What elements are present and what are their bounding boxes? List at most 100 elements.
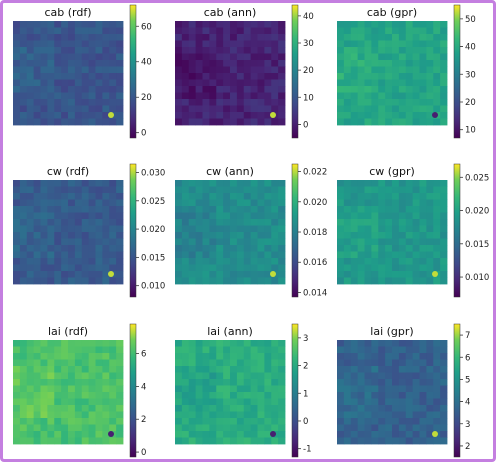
- heatmap-cell: [223, 219, 231, 226]
- heatmap-cell: [412, 40, 420, 48]
- heatmap-cell: [181, 379, 190, 386]
- heatmap-cell: [102, 251, 110, 259]
- heatmap-cell: [209, 225, 217, 233]
- heatmap-cell: [54, 385, 62, 393]
- heatmap-cell: [419, 219, 427, 226]
- heatmap-cell: [378, 27, 386, 35]
- heatmap-cell: [68, 225, 76, 233]
- heatmap-cell: [88, 372, 96, 380]
- heatmap-cell: [61, 34, 69, 41]
- heatmap-cell: [385, 366, 393, 373]
- heatmap-cell: [175, 437, 183, 445]
- heatmap-cell: [371, 424, 379, 432]
- heatmap-cell: [236, 353, 245, 360]
- heatmap-cell: [236, 99, 245, 106]
- heatmap-cell: [405, 431, 414, 438]
- heatmap-cell: [337, 47, 345, 54]
- heatmap-cell: [40, 264, 48, 272]
- heatmap-cell: [371, 437, 379, 445]
- heatmap-cell: [440, 277, 448, 285]
- heatmap-cell: [188, 92, 197, 100]
- heatmap-cell: [74, 199, 83, 207]
- heatmap-cell: [412, 340, 420, 347]
- heatmap-cell: [243, 193, 252, 200]
- colorbar-tick-label: 7: [465, 331, 470, 341]
- heatmap-cell: [223, 199, 231, 207]
- heatmap-cell: [102, 118, 110, 126]
- heatmap-cell: [243, 112, 252, 119]
- heatmap-cell: [357, 232, 365, 239]
- heatmap-cell: [68, 112, 76, 119]
- heatmap-cell: [257, 431, 265, 438]
- heatmap-cell: [33, 105, 41, 113]
- heatmap-cell: [392, 245, 400, 252]
- heatmap-cell: [109, 405, 117, 412]
- heatmap-cell: [47, 180, 55, 187]
- heatmap-cell: [343, 73, 352, 80]
- heatmap-cell: [419, 40, 427, 48]
- heatmap-cell: [68, 264, 76, 272]
- colorbar-tick-label: 60: [141, 22, 152, 32]
- heatmap-cell: [350, 180, 359, 187]
- heatmap-cell: [357, 79, 365, 87]
- heatmap-cell: [257, 86, 265, 93]
- heatmap-hotspot: [270, 112, 276, 118]
- colorbar-tick-label: 0.015: [465, 240, 489, 250]
- heatmap-cell: [13, 366, 21, 373]
- heatmap-cell: [426, 225, 434, 233]
- heatmap-cell: [116, 411, 124, 419]
- heatmap-cell: [188, 398, 197, 406]
- heatmap-cell: [343, 232, 352, 239]
- heatmap-cell: [250, 193, 258, 200]
- heatmap-cell: [419, 359, 427, 367]
- heatmap-cell: [343, 79, 352, 87]
- heatmap-cell: [68, 424, 76, 432]
- heatmap-cell: [371, 99, 379, 106]
- heatmap-cell: [74, 105, 83, 113]
- heatmap-cell: [230, 112, 238, 119]
- heatmap-cell: [81, 47, 90, 54]
- heatmap-cell: [61, 264, 69, 272]
- heatmap-cell: [243, 60, 252, 67]
- heatmap-cell: [88, 86, 96, 93]
- heatmap-cell: [250, 385, 258, 393]
- heatmap-cell: [378, 47, 386, 54]
- heatmap-cell: [405, 40, 414, 48]
- heatmap-cell: [26, 40, 35, 48]
- heatmap-cell: [181, 53, 190, 61]
- heatmap-cell: [433, 385, 441, 393]
- heatmap-cell: [271, 232, 279, 239]
- heatmap-hotspot: [432, 431, 438, 437]
- heatmap-cell: [216, 418, 224, 425]
- heatmap-cell: [440, 40, 448, 48]
- heatmap-cell: [426, 92, 434, 100]
- heatmap-cell: [243, 118, 252, 126]
- heatmap-cell: [81, 193, 90, 200]
- heatmap-cell: [371, 346, 379, 354]
- heatmap-cell: [343, 180, 352, 187]
- heatmap-cell: [412, 431, 420, 438]
- heatmap-cell: [116, 418, 124, 425]
- heatmap-cell: [371, 405, 379, 412]
- heatmap-cell: [181, 118, 190, 126]
- heatmap-cell: [343, 219, 352, 226]
- heatmap-cell: [405, 232, 414, 239]
- heatmap-cell: [398, 186, 407, 194]
- heatmap-cell: [405, 99, 414, 106]
- heatmap-cell: [243, 27, 252, 35]
- heatmap-cell: [378, 340, 386, 347]
- heatmap-cell: [13, 53, 21, 61]
- heatmap-cell: [88, 437, 96, 445]
- heatmap-cell: [116, 431, 124, 438]
- heatmap-cell: [61, 258, 69, 265]
- heatmap-cell: [19, 418, 28, 425]
- heatmap-cell: [378, 385, 386, 393]
- heatmap-cell: [195, 66, 203, 74]
- heatmap-cell: [364, 418, 372, 425]
- heatmap-cell: [271, 212, 279, 220]
- heatmap-cell: [243, 238, 252, 246]
- heatmap-cell: [223, 251, 231, 259]
- heatmap-cell: [223, 405, 231, 412]
- heatmap-cell: [236, 366, 245, 373]
